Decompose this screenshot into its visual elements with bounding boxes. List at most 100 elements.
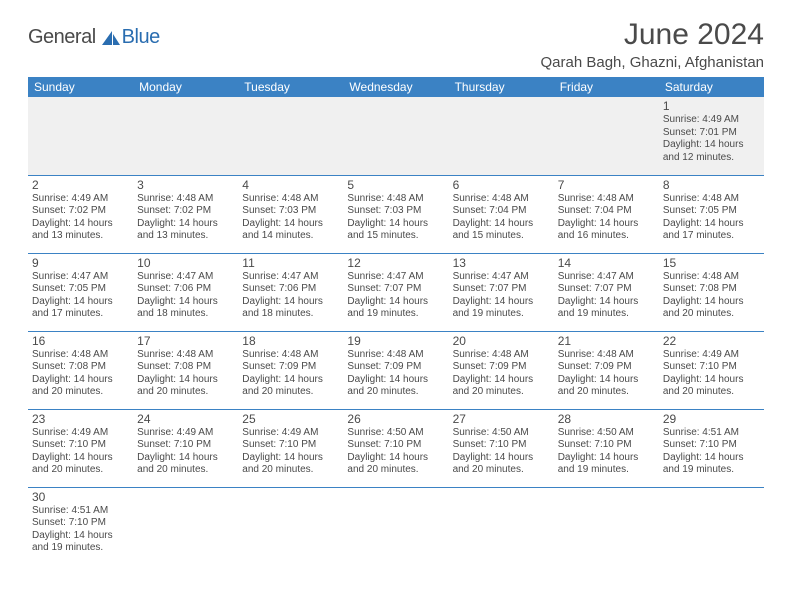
sunset: Sunset: 7:03 PM (347, 205, 444, 218)
sunset: Sunset: 7:06 PM (242, 283, 339, 296)
day-number: 5 (347, 178, 444, 192)
day-cell (659, 487, 764, 565)
week-row: 16Sunrise: 4:48 AMSunset: 7:08 PMDayligh… (28, 331, 764, 409)
day-cell: 11Sunrise: 4:47 AMSunset: 7:06 PMDayligh… (238, 253, 343, 331)
sunset: Sunset: 7:06 PM (137, 283, 234, 296)
sunrise: Sunrise: 4:48 AM (347, 193, 444, 206)
sunrise: Sunrise: 4:50 AM (347, 427, 444, 440)
sunrise: Sunrise: 4:51 AM (663, 427, 760, 440)
sunset: Sunset: 7:02 PM (32, 205, 129, 218)
day-info: Sunrise: 4:50 AMSunset: 7:10 PMDaylight:… (347, 427, 444, 477)
sunrise: Sunrise: 4:48 AM (137, 193, 234, 206)
day-info: Sunrise: 4:47 AMSunset: 7:07 PMDaylight:… (558, 271, 655, 321)
daylight: Daylight: 14 hours and 20 minutes. (242, 374, 339, 399)
day-info: Sunrise: 4:49 AMSunset: 7:10 PMDaylight:… (242, 427, 339, 477)
day-info: Sunrise: 4:51 AMSunset: 7:10 PMDaylight:… (663, 427, 760, 477)
day-number: 11 (242, 256, 339, 270)
week-row: 9Sunrise: 4:47 AMSunset: 7:05 PMDaylight… (28, 253, 764, 331)
day-info: Sunrise: 4:50 AMSunset: 7:10 PMDaylight:… (453, 427, 550, 477)
day-info: Sunrise: 4:48 AMSunset: 7:08 PMDaylight:… (663, 271, 760, 321)
sunrise: Sunrise: 4:47 AM (242, 271, 339, 284)
day-cell: 1Sunrise: 4:49 AMSunset: 7:01 PMDaylight… (659, 97, 764, 175)
sunset: Sunset: 7:10 PM (663, 439, 760, 452)
day-info: Sunrise: 4:48 AMSunset: 7:09 PMDaylight:… (347, 349, 444, 399)
day-info: Sunrise: 4:48 AMSunset: 7:02 PMDaylight:… (137, 193, 234, 243)
day-cell (133, 97, 238, 175)
sunset: Sunset: 7:05 PM (663, 205, 760, 218)
day-number: 23 (32, 412, 129, 426)
day-number: 20 (453, 334, 550, 348)
day-cell: 17Sunrise: 4:48 AMSunset: 7:08 PMDayligh… (133, 331, 238, 409)
sunrise: Sunrise: 4:48 AM (347, 349, 444, 362)
day-cell: 25Sunrise: 4:49 AMSunset: 7:10 PMDayligh… (238, 409, 343, 487)
day-info: Sunrise: 4:47 AMSunset: 7:07 PMDaylight:… (347, 271, 444, 321)
day-cell: 10Sunrise: 4:47 AMSunset: 7:06 PMDayligh… (133, 253, 238, 331)
sunrise: Sunrise: 4:48 AM (663, 271, 760, 284)
sunset: Sunset: 7:07 PM (347, 283, 444, 296)
day-number: 12 (347, 256, 444, 270)
day-number: 17 (137, 334, 234, 348)
day-cell: 18Sunrise: 4:48 AMSunset: 7:09 PMDayligh… (238, 331, 343, 409)
day-info: Sunrise: 4:48 AMSunset: 7:04 PMDaylight:… (558, 193, 655, 243)
day-number: 28 (558, 412, 655, 426)
sail-icon (100, 29, 122, 47)
sunset: Sunset: 7:04 PM (453, 205, 550, 218)
day-cell (343, 97, 448, 175)
daylight: Daylight: 14 hours and 19 minutes. (347, 296, 444, 321)
daylight: Daylight: 14 hours and 16 minutes. (558, 218, 655, 243)
day-cell: 6Sunrise: 4:48 AMSunset: 7:04 PMDaylight… (449, 175, 554, 253)
day-info: Sunrise: 4:49 AMSunset: 7:01 PMDaylight:… (663, 114, 760, 164)
sunrise: Sunrise: 4:48 AM (242, 193, 339, 206)
day-info: Sunrise: 4:47 AMSunset: 7:06 PMDaylight:… (242, 271, 339, 321)
day-number: 22 (663, 334, 760, 348)
sunrise: Sunrise: 4:47 AM (32, 271, 129, 284)
sunset: Sunset: 7:08 PM (32, 361, 129, 374)
daylight: Daylight: 14 hours and 20 minutes. (137, 452, 234, 477)
sunrise: Sunrise: 4:48 AM (242, 349, 339, 362)
sunrise: Sunrise: 4:48 AM (32, 349, 129, 362)
calendar-table: Sunday Monday Tuesday Wednesday Thursday… (28, 77, 764, 565)
daylight: Daylight: 14 hours and 13 minutes. (32, 218, 129, 243)
daylight: Daylight: 14 hours and 19 minutes. (663, 452, 760, 477)
day-cell (449, 97, 554, 175)
day-number: 4 (242, 178, 339, 192)
sunrise: Sunrise: 4:47 AM (558, 271, 655, 284)
daylight: Daylight: 14 hours and 20 minutes. (32, 452, 129, 477)
daylight: Daylight: 14 hours and 17 minutes. (32, 296, 129, 321)
day-cell (554, 97, 659, 175)
sunrise: Sunrise: 4:48 AM (137, 349, 234, 362)
daylight: Daylight: 14 hours and 17 minutes. (663, 218, 760, 243)
day-cell: 28Sunrise: 4:50 AMSunset: 7:10 PMDayligh… (554, 409, 659, 487)
day-header: Wednesday (343, 77, 448, 97)
day-cell: 22Sunrise: 4:49 AMSunset: 7:10 PMDayligh… (659, 331, 764, 409)
sunset: Sunset: 7:10 PM (453, 439, 550, 452)
day-cell (238, 487, 343, 565)
day-info: Sunrise: 4:49 AMSunset: 7:10 PMDaylight:… (137, 427, 234, 477)
sunset: Sunset: 7:10 PM (663, 361, 760, 374)
day-cell: 4Sunrise: 4:48 AMSunset: 7:03 PMDaylight… (238, 175, 343, 253)
sunrise: Sunrise: 4:49 AM (32, 193, 129, 206)
day-cell: 13Sunrise: 4:47 AMSunset: 7:07 PMDayligh… (449, 253, 554, 331)
day-cell: 27Sunrise: 4:50 AMSunset: 7:10 PMDayligh… (449, 409, 554, 487)
title-block: June 2024 Qarah Bagh, Ghazni, Afghanista… (541, 18, 764, 71)
sunset: Sunset: 7:09 PM (558, 361, 655, 374)
day-cell (133, 487, 238, 565)
day-cell: 5Sunrise: 4:48 AMSunset: 7:03 PMDaylight… (343, 175, 448, 253)
sunrise: Sunrise: 4:50 AM (453, 427, 550, 440)
day-info: Sunrise: 4:48 AMSunset: 7:05 PMDaylight:… (663, 193, 760, 243)
day-number: 3 (137, 178, 234, 192)
day-info: Sunrise: 4:47 AMSunset: 7:05 PMDaylight:… (32, 271, 129, 321)
daylight: Daylight: 14 hours and 20 minutes. (347, 452, 444, 477)
day-number: 25 (242, 412, 339, 426)
daylight: Daylight: 14 hours and 18 minutes. (137, 296, 234, 321)
sunset: Sunset: 7:10 PM (347, 439, 444, 452)
day-header: Saturday (659, 77, 764, 97)
daylight: Daylight: 14 hours and 20 minutes. (663, 296, 760, 321)
day-number: 8 (663, 178, 760, 192)
sunrise: Sunrise: 4:48 AM (558, 349, 655, 362)
daylight: Daylight: 14 hours and 15 minutes. (453, 218, 550, 243)
sunset: Sunset: 7:09 PM (453, 361, 550, 374)
day-info: Sunrise: 4:48 AMSunset: 7:08 PMDaylight:… (137, 349, 234, 399)
daylight: Daylight: 14 hours and 20 minutes. (347, 374, 444, 399)
sunset: Sunset: 7:01 PM (663, 127, 760, 140)
